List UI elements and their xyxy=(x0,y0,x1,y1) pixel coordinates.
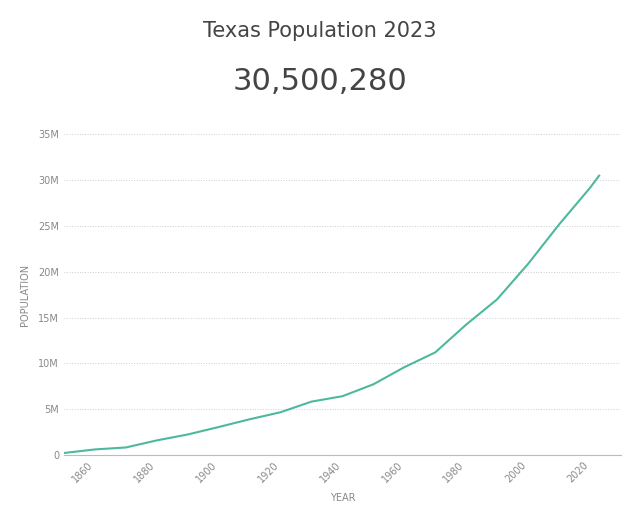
Text: 30,500,280: 30,500,280 xyxy=(232,67,408,96)
Text: Texas Population 2023: Texas Population 2023 xyxy=(204,21,436,41)
X-axis label: YEAR: YEAR xyxy=(330,493,355,503)
Y-axis label: POPULATION: POPULATION xyxy=(20,264,30,326)
